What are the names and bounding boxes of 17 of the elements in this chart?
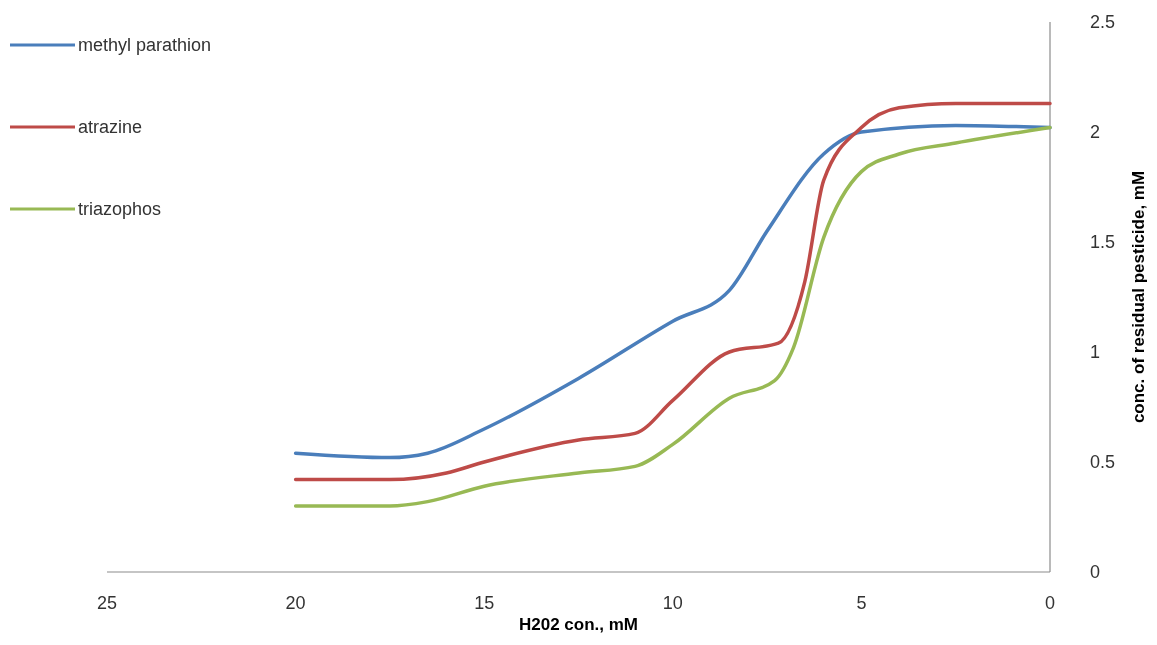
- x-tick-label: 15: [474, 593, 495, 613]
- legend-label: triazophos: [78, 199, 162, 220]
- x-tick-label: 0: [1044, 593, 1056, 613]
- legend-label: atrazine: [78, 117, 143, 138]
- x-tick-label: 10: [662, 593, 683, 613]
- y-tick-label: 0.5: [1090, 452, 1116, 473]
- y-tick-label: 2.5: [1090, 12, 1116, 33]
- y-tick-label: 0: [1090, 562, 1101, 583]
- y-axis-title: conc. of residual pesticide, mM: [1128, 170, 1148, 424]
- x-tick-label: 5: [856, 593, 867, 613]
- y-tick-label: 1: [1090, 342, 1101, 363]
- legend-label: methyl parathion: [78, 35, 212, 56]
- x-tick-label: 20: [285, 593, 306, 613]
- y-tick-label: 1.5: [1090, 232, 1116, 253]
- x-tick-label: 25: [96, 593, 118, 613]
- x-axis-title: H202 con., mM: [518, 615, 639, 634]
- y-tick-label: 2: [1090, 122, 1101, 143]
